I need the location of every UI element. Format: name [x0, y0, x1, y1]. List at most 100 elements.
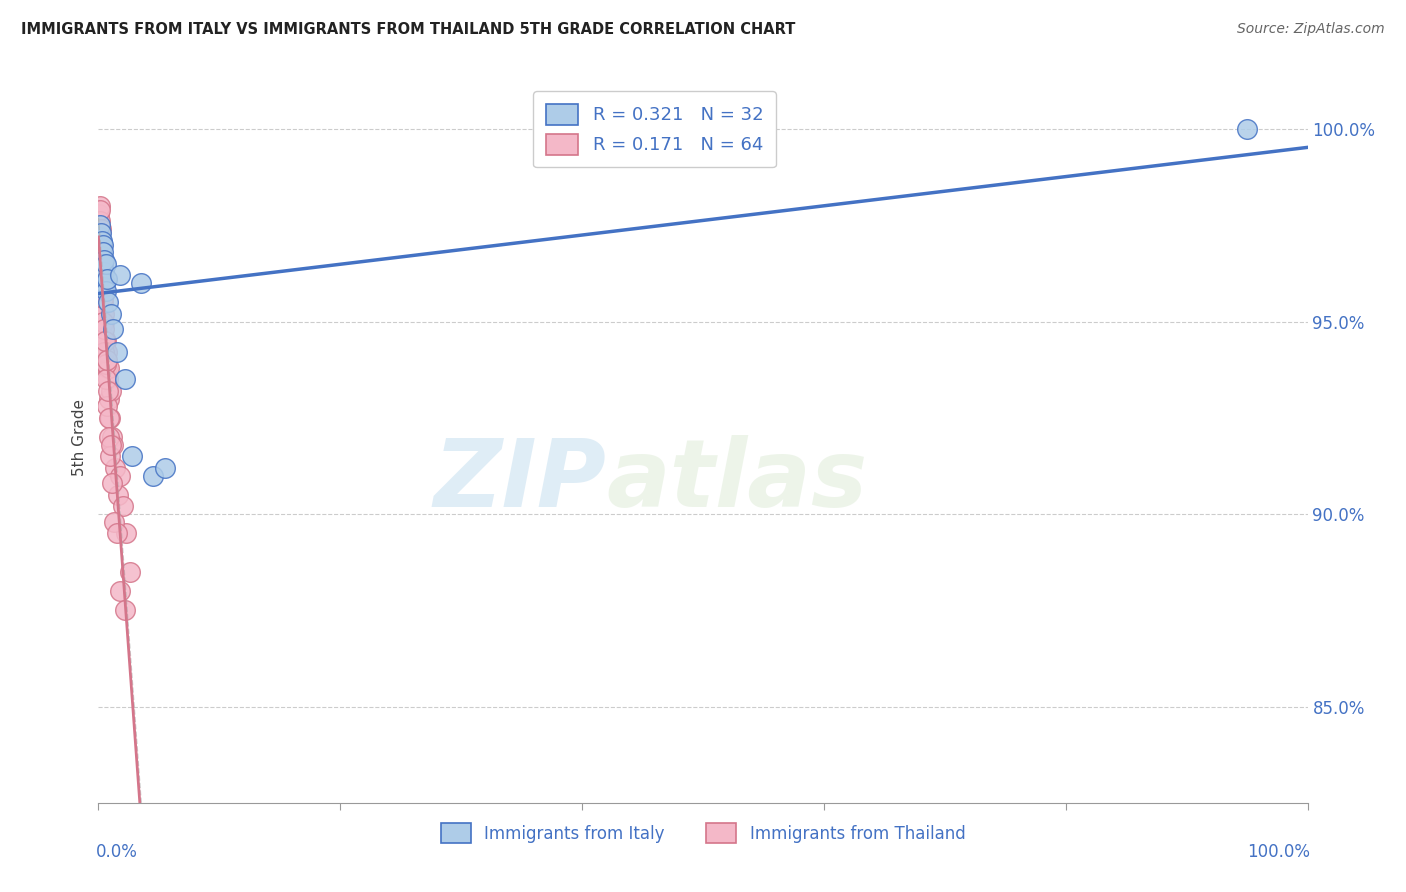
Point: [94, 353, 117, 368]
Point: [103, 515, 125, 529]
Point: [96, 372, 118, 386]
Point: [101, 438, 124, 452]
Point: [118, 565, 141, 579]
Point: [93, 284, 115, 298]
Point: [96, 399, 118, 413]
Point: [89, 199, 111, 213]
Point: [100, 438, 122, 452]
Point: [91, 276, 114, 290]
Point: [89, 202, 111, 217]
Point: [96, 334, 118, 348]
Point: [121, 450, 143, 464]
Text: 0.0%: 0.0%: [96, 843, 138, 861]
Point: [93, 280, 115, 294]
Point: [98, 410, 121, 425]
Point: [96, 353, 118, 368]
Point: [96, 345, 118, 359]
Text: IMMIGRANTS FROM ITALY VS IMMIGRANTS FROM THAILAND 5TH GRADE CORRELATION CHART: IMMIGRANTS FROM ITALY VS IMMIGRANTS FROM…: [21, 22, 796, 37]
Point: [90, 237, 112, 252]
Point: [90, 257, 112, 271]
Point: [100, 476, 122, 491]
Point: [91, 284, 114, 298]
Point: [107, 488, 129, 502]
Point: [96, 360, 118, 375]
Point: [93, 252, 115, 267]
Point: [94, 257, 117, 271]
Point: [105, 526, 128, 541]
Point: [89, 230, 111, 244]
Point: [98, 360, 121, 375]
Point: [93, 330, 115, 344]
Text: atlas: atlas: [606, 435, 868, 527]
Point: [97, 384, 120, 398]
Point: [91, 260, 114, 275]
Point: [89, 219, 111, 233]
Point: [94, 276, 117, 290]
Point: [100, 384, 122, 398]
Text: 100.0%: 100.0%: [1247, 843, 1310, 861]
Point: [114, 603, 136, 617]
Point: [93, 315, 115, 329]
Point: [96, 284, 118, 298]
Point: [108, 468, 131, 483]
Point: [91, 292, 114, 306]
Point: [90, 234, 112, 248]
Point: [91, 303, 114, 318]
Point: [93, 264, 115, 278]
Point: [89, 245, 111, 260]
Point: [94, 357, 117, 371]
Point: [97, 295, 120, 310]
Point: [91, 249, 114, 263]
Point: [115, 526, 138, 541]
Point: [93, 257, 115, 271]
Point: [114, 372, 136, 386]
Point: [87, 219, 110, 233]
Point: [90, 226, 112, 240]
Point: [91, 315, 114, 329]
Text: Source: ZipAtlas.com: Source: ZipAtlas.com: [1237, 22, 1385, 37]
Point: [90, 245, 112, 260]
Point: [97, 410, 120, 425]
Point: [90, 264, 112, 278]
Point: [89, 230, 111, 244]
Legend: Immigrants from Italy, Immigrants from Thailand: Immigrants from Italy, Immigrants from T…: [434, 817, 972, 849]
Point: [90, 234, 112, 248]
Point: [91, 268, 114, 283]
Point: [104, 461, 127, 475]
Point: [108, 268, 131, 283]
Point: [100, 430, 122, 444]
Point: [105, 345, 128, 359]
Point: [101, 322, 124, 336]
Point: [90, 257, 112, 271]
Point: [98, 450, 121, 464]
Y-axis label: 5th Grade: 5th Grade: [72, 399, 87, 475]
Point: [94, 342, 117, 356]
Point: [90, 257, 112, 271]
Point: [89, 242, 111, 256]
Point: [108, 584, 131, 599]
Point: [100, 307, 122, 321]
Point: [93, 322, 115, 336]
Point: [142, 468, 165, 483]
Point: [89, 207, 111, 221]
Point: [1236, 122, 1258, 136]
Point: [91, 245, 114, 260]
Point: [129, 276, 152, 290]
Point: [90, 242, 112, 256]
Point: [111, 500, 134, 514]
Point: [89, 226, 111, 240]
Point: [97, 392, 120, 406]
Point: [94, 334, 117, 348]
Point: [90, 222, 112, 236]
Point: [91, 268, 114, 283]
Point: [90, 237, 112, 252]
Point: [91, 252, 114, 267]
Point: [91, 237, 114, 252]
Text: ZIP: ZIP: [433, 435, 606, 527]
Point: [91, 295, 114, 310]
Point: [98, 430, 121, 444]
Point: [153, 461, 176, 475]
Point: [93, 307, 115, 321]
Point: [91, 276, 114, 290]
Point: [97, 372, 120, 386]
